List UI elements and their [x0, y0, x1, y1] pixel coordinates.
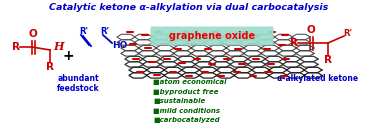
Text: R: R: [46, 62, 54, 72]
Text: ■atom economical: ■atom economical: [153, 79, 226, 85]
Text: ■byproduct free: ■byproduct free: [153, 88, 218, 95]
Text: R: R: [290, 38, 298, 48]
Text: Catalytic ketone α-alkylation via dual carbocatalysis: Catalytic ketone α-alkylation via dual c…: [50, 3, 328, 12]
Text: R': R': [101, 27, 110, 36]
Text: α-alkylated ketone: α-alkylated ketone: [277, 74, 359, 83]
Text: ■carbocatalyzed: ■carbocatalyzed: [153, 117, 220, 123]
Text: H: H: [54, 41, 64, 53]
Text: +: +: [62, 49, 74, 63]
Text: ■sustainable: ■sustainable: [153, 98, 205, 104]
FancyBboxPatch shape: [150, 27, 274, 46]
Text: ■mild conditions: ■mild conditions: [153, 107, 220, 114]
Text: R': R': [344, 29, 353, 39]
Text: R: R: [12, 42, 20, 52]
Text: R': R': [79, 27, 88, 36]
Text: O: O: [307, 25, 316, 35]
Text: R: R: [324, 55, 332, 65]
Text: O: O: [29, 29, 37, 39]
Text: graphene oxide: graphene oxide: [169, 31, 255, 41]
Text: HO: HO: [112, 41, 127, 51]
Text: abundant
feedstock: abundant feedstock: [57, 74, 99, 93]
